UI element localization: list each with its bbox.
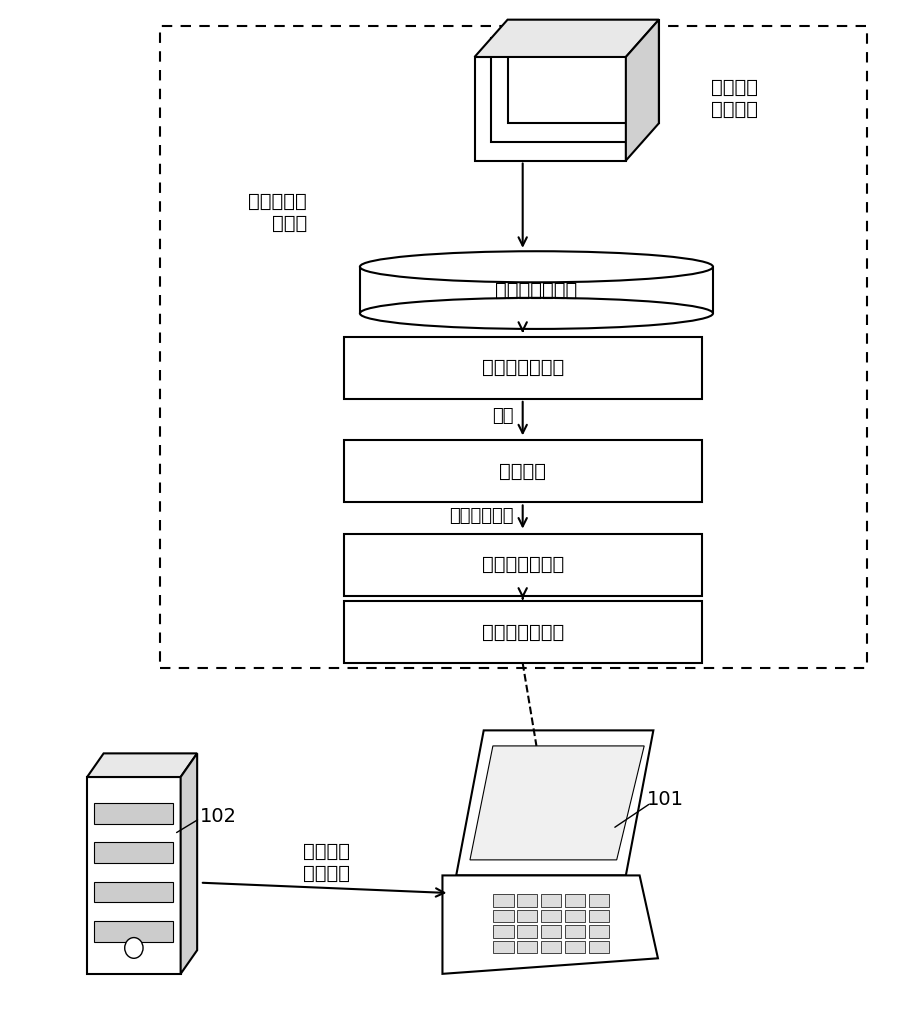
Polygon shape [470, 746, 644, 860]
Bar [493, 894, 514, 906]
Bar [517, 941, 537, 953]
Text: 101: 101 [646, 790, 683, 809]
Bar [565, 910, 585, 922]
Text: 102: 102 [200, 807, 237, 826]
Bar [344, 601, 702, 663]
Ellipse shape [359, 298, 713, 328]
Text: 初始重建视频帧: 初始重建视频帧 [481, 358, 564, 377]
Text: 目标重建视频帧: 目标重建视频帧 [481, 555, 564, 574]
Bar [94, 842, 173, 863]
Bar [493, 925, 514, 938]
Bar [359, 266, 713, 313]
Bar [517, 894, 537, 906]
Bar [517, 925, 537, 938]
Bar [565, 925, 585, 938]
Bar [493, 910, 514, 922]
Bar [565, 894, 585, 906]
Text: 待处理视
频帧序列: 待处理视 频帧序列 [303, 841, 349, 883]
Bar [344, 337, 702, 399]
Bar [87, 777, 181, 974]
Bar [589, 894, 609, 906]
Polygon shape [475, 57, 625, 161]
Bar [541, 925, 561, 938]
Polygon shape [475, 20, 658, 57]
Bar [344, 440, 702, 502]
Ellipse shape [359, 252, 713, 283]
Polygon shape [181, 753, 197, 974]
Text: 分辨率重建模型: 分辨率重建模型 [495, 281, 578, 299]
Bar [565, 941, 585, 953]
Text: 轮廓增强处理: 轮廓增强处理 [449, 507, 514, 525]
Text: 轮廓区域: 轮廓区域 [499, 462, 547, 481]
Bar [160, 26, 867, 668]
Text: 确定: 确定 [492, 407, 514, 426]
Bar [344, 534, 702, 596]
Text: 重建视频帧序列: 重建视频帧序列 [481, 623, 564, 641]
Bar [589, 925, 609, 938]
Bar [94, 803, 173, 824]
Polygon shape [87, 753, 197, 777]
Bar [589, 941, 609, 953]
Polygon shape [508, 20, 658, 123]
Bar [94, 882, 173, 902]
Bar [541, 910, 561, 922]
Bar [517, 910, 537, 922]
Polygon shape [625, 20, 658, 161]
Text: 每帧待处理
视频帧: 每帧待处理 视频帧 [249, 192, 307, 233]
Bar [589, 910, 609, 922]
Bar [541, 941, 561, 953]
Bar [94, 921, 173, 942]
Circle shape [125, 938, 143, 958]
Bar [541, 894, 561, 906]
Polygon shape [492, 38, 643, 142]
Polygon shape [456, 730, 654, 875]
Text: 待处理视
频帧序列: 待处理视 频帧序列 [711, 78, 757, 119]
Polygon shape [442, 875, 658, 974]
Bar [493, 941, 514, 953]
